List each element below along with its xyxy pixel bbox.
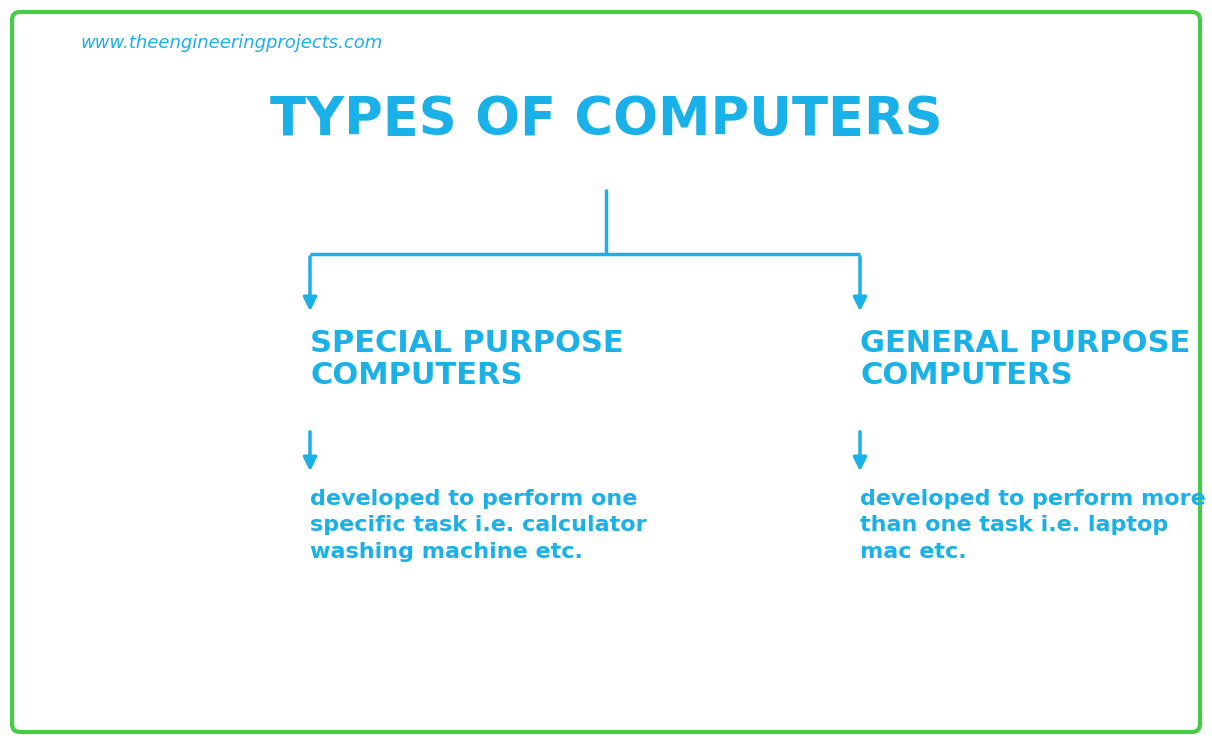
Text: developed to perform more
than one task i.e. laptop
mac etc.: developed to perform more than one task … (861, 489, 1206, 562)
Text: www.theengineeringprojects.com: www.theengineeringprojects.com (80, 34, 382, 52)
Text: GENERAL PURPOSE
COMPUTERS: GENERAL PURPOSE COMPUTERS (861, 329, 1190, 391)
Text: developed to perform one
specific task i.e. calculator
washing machine etc.: developed to perform one specific task i… (310, 489, 647, 562)
FancyBboxPatch shape (12, 12, 1200, 732)
Text: TYPES OF COMPUTERS: TYPES OF COMPUTERS (270, 94, 942, 146)
Text: SPECIAL PURPOSE
COMPUTERS: SPECIAL PURPOSE COMPUTERS (310, 329, 624, 391)
